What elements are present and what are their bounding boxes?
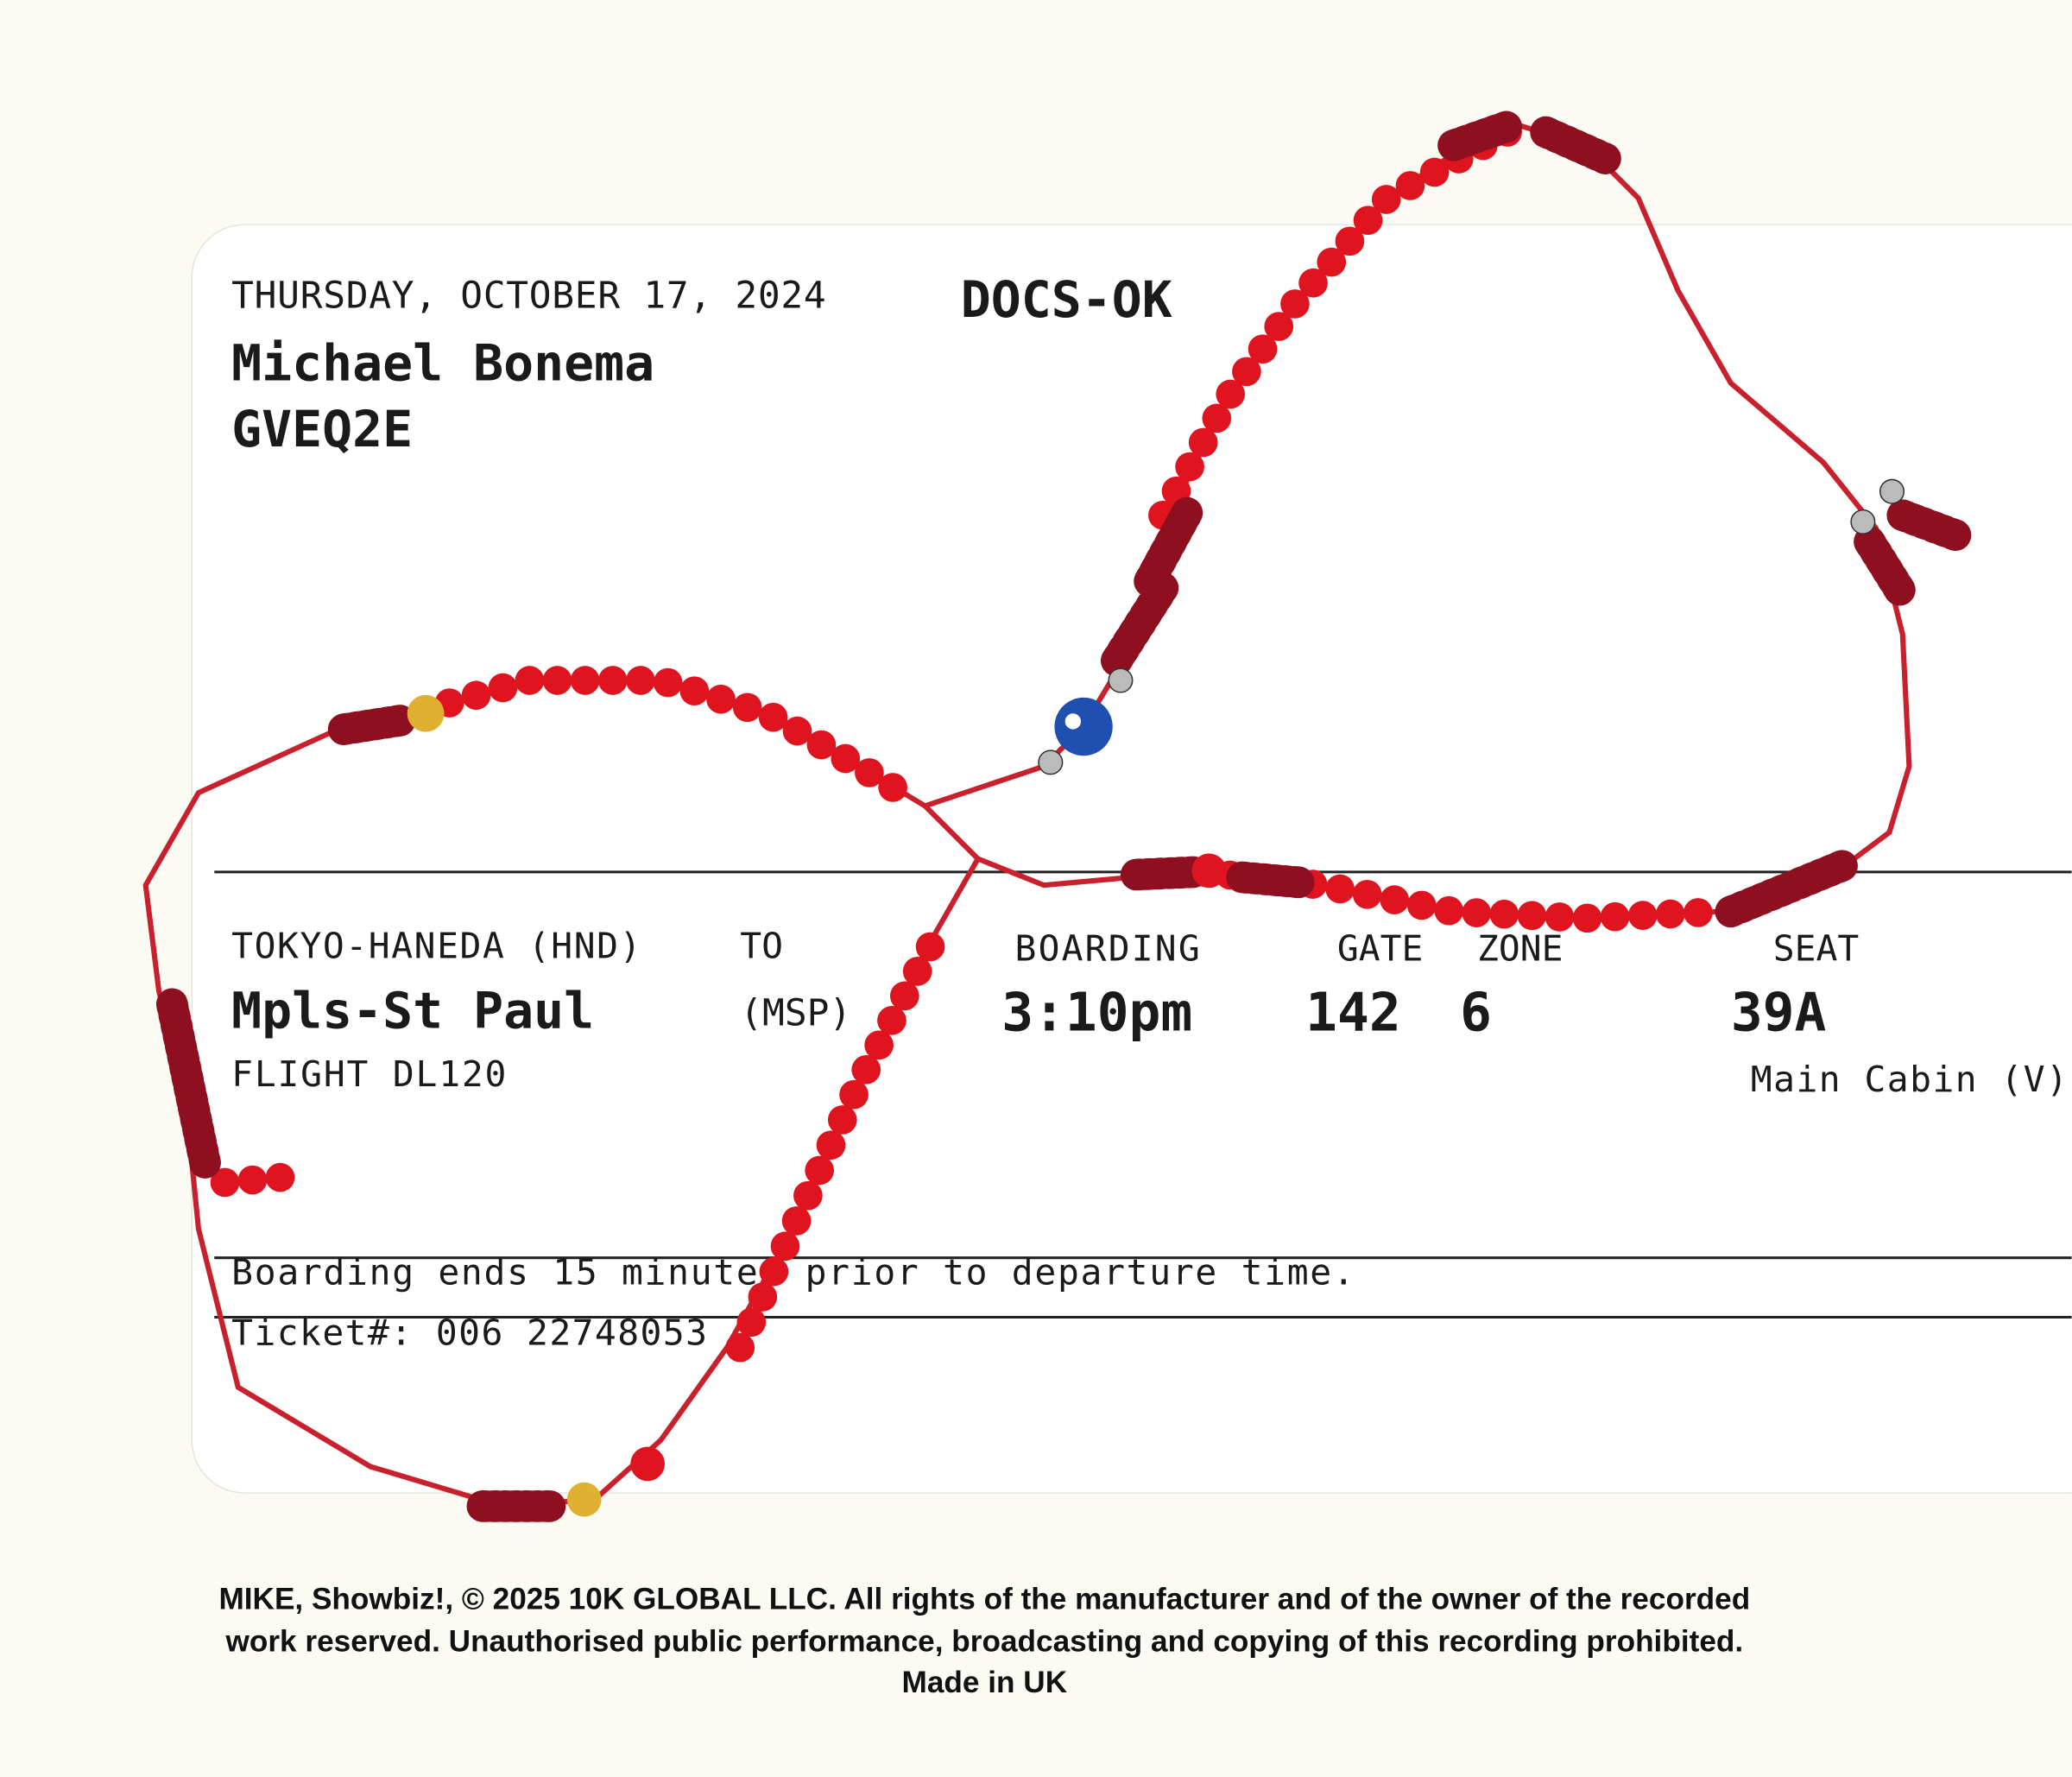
silver-bead: [1879, 478, 1905, 504]
red-bead: [630, 1446, 666, 1482]
date: THURSDAY, OCTOBER 17, 2024: [231, 275, 826, 318]
origin: TOKYO-HANEDA (HND): [231, 925, 641, 966]
red-bead: [1191, 853, 1227, 888]
gate: 142: [1305, 982, 1401, 1043]
to-label: TO: [740, 925, 783, 966]
footer-line: MIKE, Showbiz!, © 2025 10K GLOBAL LLC. A…: [218, 1583, 1750, 1616]
gold-bead: [566, 1482, 602, 1517]
status: DOCS-OK: [961, 270, 1172, 329]
seat-label: SEAT: [1773, 927, 1859, 969]
cabin: Main Cabin (V): [1751, 1059, 2068, 1100]
destination-code: (MSP): [740, 991, 851, 1034]
red-beads: [210, 111, 1733, 1363]
silver-bead: [1850, 509, 1876, 534]
knots: [155, 111, 1972, 1522]
flight: FLIGHT DL120: [231, 1053, 506, 1095]
zone-label: ZONE: [1477, 927, 1563, 969]
zone: 6: [1460, 982, 1492, 1043]
evil-eye-bead: [1064, 713, 1082, 730]
boarding-time: 3:10pm: [1001, 982, 1192, 1043]
silver-bead: [1038, 749, 1064, 775]
footer-line: work reserved. Unauthorised public perfo…: [224, 1625, 1743, 1659]
record-locator: GVEQ2E: [231, 400, 413, 458]
ticket: Ticket#: 006 22748053: [231, 1312, 707, 1354]
gold-bead: [407, 694, 445, 732]
evil-eye-bead: [1054, 697, 1113, 756]
boarding-pass: [191, 224, 2072, 1494]
bracelet: [142, 111, 1972, 1522]
silver-bead: [1108, 667, 1134, 693]
passenger: Michael Bonema: [231, 334, 654, 393]
gate-label: GATE: [1337, 927, 1423, 969]
seat: 39A: [1731, 982, 1827, 1043]
destination: Mpls-St Paul: [231, 981, 594, 1040]
footer-line: Made in UK: [902, 1666, 1068, 1699]
